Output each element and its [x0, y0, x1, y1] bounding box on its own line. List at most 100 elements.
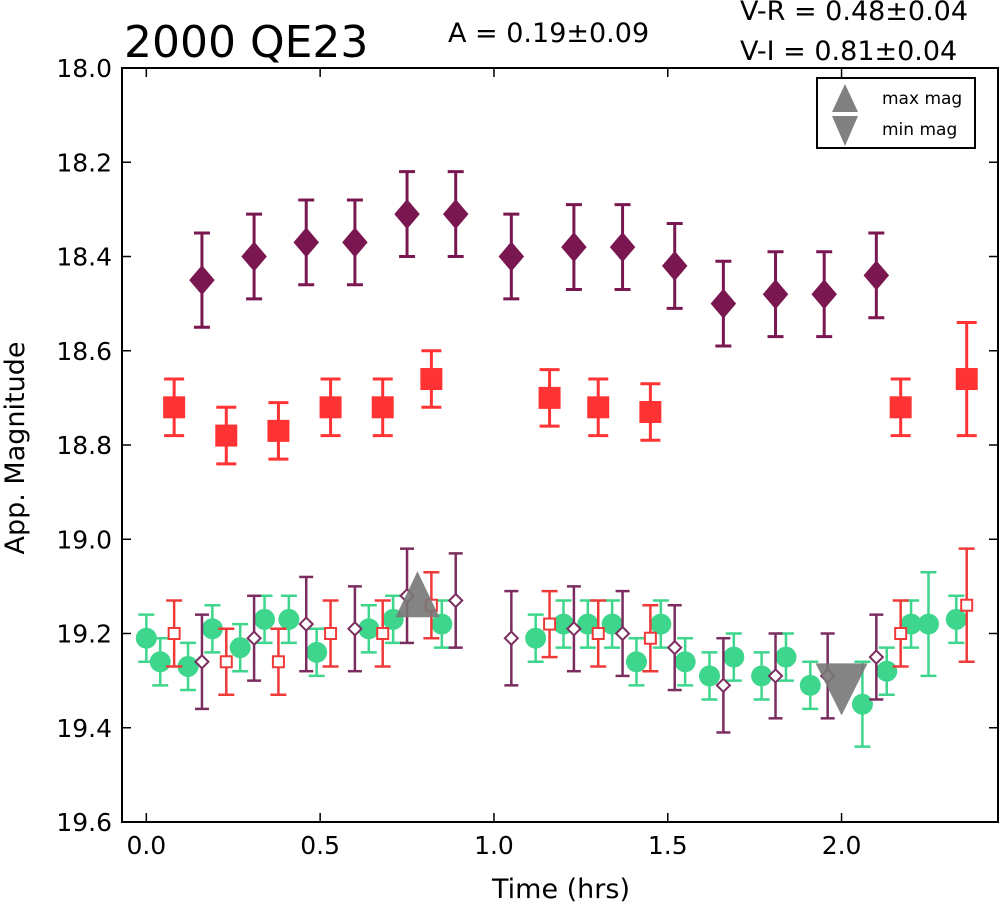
series-2-point-5 — [254, 608, 276, 630]
y-tick-label-0: 18.0 — [56, 54, 112, 83]
series-0-point-5 — [442, 199, 469, 230]
series-0-point-7 — [561, 232, 587, 263]
y-tick-label-5: 19.0 — [56, 525, 112, 554]
series-4-point-2 — [298, 616, 315, 632]
series-2-point-18 — [698, 665, 720, 687]
series-1-point-0 — [163, 396, 186, 419]
series-0-point-0 — [189, 265, 215, 296]
series-2-point-11 — [525, 627, 547, 649]
series-2-point-20 — [751, 665, 773, 687]
series-2-point-22 — [799, 674, 821, 696]
series-2-point-8 — [358, 618, 380, 640]
series-4-point-9 — [666, 639, 683, 656]
series-4-point-0 — [194, 653, 210, 670]
series-1-point-9 — [889, 396, 912, 419]
series-1-point-10 — [955, 368, 978, 391]
series-0-point-6 — [498, 241, 525, 272]
series-4-point-7 — [565, 620, 582, 637]
x-axis-label: Time (hrs) — [491, 874, 630, 904]
series-4-point-1 — [246, 630, 263, 647]
legend-triangle-down-icon — [832, 116, 858, 146]
series-0-point-13 — [863, 260, 890, 291]
v-i-annotation: V-I = 0.81±0.04 — [740, 36, 957, 67]
series-0-point-3 — [342, 227, 368, 258]
y-tick-label-6: 19.2 — [56, 620, 112, 649]
series-0-point-2 — [293, 227, 319, 258]
v-r-annotation: V-R = 0.48±0.04 — [740, 0, 968, 27]
series-3-point-9 — [894, 627, 908, 640]
series-3-point-10 — [960, 598, 974, 612]
y-tick-label-2: 18.4 — [56, 243, 112, 272]
x-tick-label-3: 1.5 — [648, 831, 688, 860]
series-1-point-4 — [371, 396, 394, 419]
series-2-point-4 — [229, 637, 251, 659]
series-0-point-12 — [811, 279, 837, 310]
series-3-point-3 — [324, 627, 338, 640]
series-4-point-11 — [767, 667, 784, 684]
series-2-point-27 — [945, 608, 967, 630]
series-2-point-23 — [851, 693, 873, 715]
series-1-point-1 — [215, 424, 238, 447]
legend-label-max: max mag — [882, 89, 962, 109]
x-tick-label-1: 0.5 — [300, 831, 340, 860]
series-2-point-26 — [917, 613, 939, 635]
series-2-point-16 — [650, 613, 672, 635]
series-3-point-8 — [643, 631, 657, 645]
y-tick-label-1: 18.2 — [56, 148, 112, 177]
series-2-point-7 — [306, 641, 328, 663]
y-tick-label-3: 18.6 — [56, 337, 112, 366]
series-1-point-2 — [267, 419, 290, 442]
series-0-point-8 — [609, 232, 636, 263]
series-4-point-6 — [503, 630, 520, 647]
series-0-point-9 — [661, 250, 688, 281]
y-axis-label: App. Magnitude — [0, 342, 31, 555]
series-1-point-5 — [420, 368, 443, 391]
series-2-point-1 — [149, 651, 171, 673]
series-0-point-1 — [241, 241, 267, 272]
legend-label-min: min mag — [882, 120, 957, 140]
series-2-point-6 — [278, 608, 300, 630]
series-0-point-10 — [710, 288, 737, 319]
min-mag-marker-icon — [815, 663, 868, 716]
series-2-point-2 — [177, 655, 199, 677]
series-3-point-2 — [271, 655, 285, 669]
series-4-point-5 — [447, 592, 464, 609]
series-2-point-0 — [135, 627, 157, 649]
axes: 18.0 18.2 18.4 18.6 18.8 19.0 19.2 19.4 19.6 0.0 0… — [56, 54, 999, 860]
series-2-point-14 — [601, 613, 623, 635]
series-2-point-17 — [674, 651, 696, 673]
series-1-point-6 — [538, 386, 561, 409]
series-2-point-10 — [431, 613, 453, 635]
max-mag-marker-icon — [395, 571, 440, 618]
y-tick-label-4: 18.8 — [56, 431, 112, 460]
x-tick-label-2: 1.0 — [474, 831, 514, 860]
amplitude-annotation: A = 0.19±0.09 — [448, 18, 649, 49]
series-3-point-4 — [376, 627, 390, 640]
series-4-point-10 — [715, 677, 732, 694]
legend-triangle-up-icon — [832, 84, 858, 112]
series-0-point-11 — [762, 279, 789, 310]
series-0-point-4 — [394, 199, 420, 230]
series-3-point-0 — [167, 627, 181, 640]
series-3-point-7 — [591, 627, 605, 640]
series-4-point-13 — [868, 649, 885, 665]
series-4-point-8 — [614, 625, 631, 642]
series-4-point-3 — [346, 620, 363, 637]
y-tick-label-7: 19.4 — [56, 714, 112, 743]
chart-title: 2000 QE23 — [124, 17, 368, 68]
series-1-point-8 — [639, 401, 662, 424]
series-2-point-15 — [625, 651, 647, 673]
series-1-point-3 — [319, 396, 342, 419]
y-tick-label-8: 19.6 — [56, 808, 112, 837]
series-2-point-19 — [723, 646, 745, 668]
series-2-point-24 — [876, 660, 898, 682]
series-1-point-7 — [587, 396, 610, 419]
series-2-point-21 — [775, 646, 797, 668]
series-2-point-3 — [201, 618, 223, 640]
plot-area — [135, 170, 978, 748]
x-tick-label-4: 2.0 — [822, 831, 862, 860]
legend: max mag min mag — [816, 77, 976, 149]
x-tick-label-0: 0.0 — [126, 831, 166, 860]
series-3-point-6 — [543, 617, 557, 631]
